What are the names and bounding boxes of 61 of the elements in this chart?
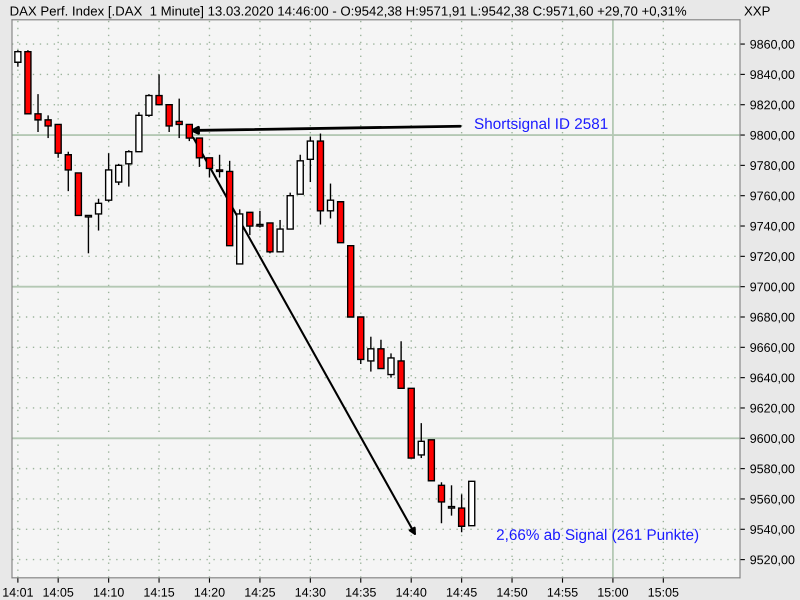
candlestick xyxy=(216,154,224,178)
candlestick xyxy=(246,212,254,236)
y-tick-label: 9780,00 xyxy=(750,161,794,172)
x-tick-label: 15:05 xyxy=(648,588,678,597)
y-tick-label: 9820,00 xyxy=(750,100,794,111)
candlestick xyxy=(367,336,375,372)
candlestick xyxy=(34,93,42,133)
annotation: 2,66% ab Signal (261 Punkte) xyxy=(496,528,698,544)
x-tick-label: 14:15 xyxy=(144,588,174,597)
x-tick-label: 14:45 xyxy=(446,588,477,597)
candlestick xyxy=(165,104,173,133)
y-tick-label: 9740,00 xyxy=(750,222,794,232)
candlestick xyxy=(94,198,102,232)
y-tick-label: 9680,00 xyxy=(750,312,794,324)
x-tick-label: 14:01 xyxy=(3,588,33,597)
x-tick-label: 14:55 xyxy=(548,588,578,597)
candlestick xyxy=(458,494,466,534)
y-axis-title: XXP xyxy=(744,6,770,16)
y-tick-label: 9580,00 xyxy=(750,464,794,475)
x-tick-label: 14:40 xyxy=(396,588,426,597)
candlestick xyxy=(84,214,92,254)
candlestick xyxy=(377,339,385,370)
x-tick-label: 14:05 xyxy=(43,588,74,597)
x-tick-label: 14:35 xyxy=(346,588,376,597)
candlestick xyxy=(155,74,163,106)
candlestick xyxy=(306,136,314,183)
candlestick xyxy=(44,114,52,139)
annotation: Shortsignal ID 2581 xyxy=(474,118,608,132)
y-tick-label: 9800,00 xyxy=(750,130,794,142)
y-tick-label: 9860,00 xyxy=(750,40,794,50)
y-tick-label: 9840,00 xyxy=(750,70,794,81)
candlestick xyxy=(387,352,395,378)
candlestick xyxy=(326,182,334,220)
candlestick xyxy=(145,93,153,118)
candlestick xyxy=(114,163,122,186)
y-tick-label: 9660,00 xyxy=(750,343,794,354)
y-tick-label: 9640,00 xyxy=(750,373,794,384)
x-tick-label: 14:10 xyxy=(94,588,124,597)
candlestick xyxy=(125,150,133,188)
x-tick-label: 15:00 xyxy=(598,588,628,597)
y-tick-label: 9560,00 xyxy=(750,494,794,506)
y-tick-label: 9720,00 xyxy=(750,252,794,262)
y-tick-label: 9600,00 xyxy=(750,434,794,444)
y-tick-label: 9760,00 xyxy=(750,191,794,202)
candlestick xyxy=(175,98,183,139)
candlestick xyxy=(276,219,284,252)
x-tick-label: 14:25 xyxy=(245,588,276,597)
x-tick-label: 14:50 xyxy=(497,588,528,597)
x-tick-label: 14:30 xyxy=(296,588,326,597)
y-tick-label: 9700,00 xyxy=(750,282,794,293)
candlestick xyxy=(64,151,72,192)
x-tick-label: 14:20 xyxy=(194,588,225,597)
y-tick-label: 9540,00 xyxy=(750,525,794,536)
candlestick xyxy=(438,482,446,524)
chart-title: DAX Perf. Index [.DAX 1 Minute] 13.03.2020 14:46:00 - O:9542,38 H:9571,91 L:9542,38 C:9571,60 +29,70 +0,31% xyxy=(10,6,686,18)
y-tick-label: 9520,00 xyxy=(750,555,794,566)
y-tick-label: 9620,00 xyxy=(750,404,794,414)
candlestick xyxy=(418,422,425,459)
candlestick xyxy=(206,157,214,178)
candlestick xyxy=(256,210,264,228)
candlestick xyxy=(448,484,456,516)
